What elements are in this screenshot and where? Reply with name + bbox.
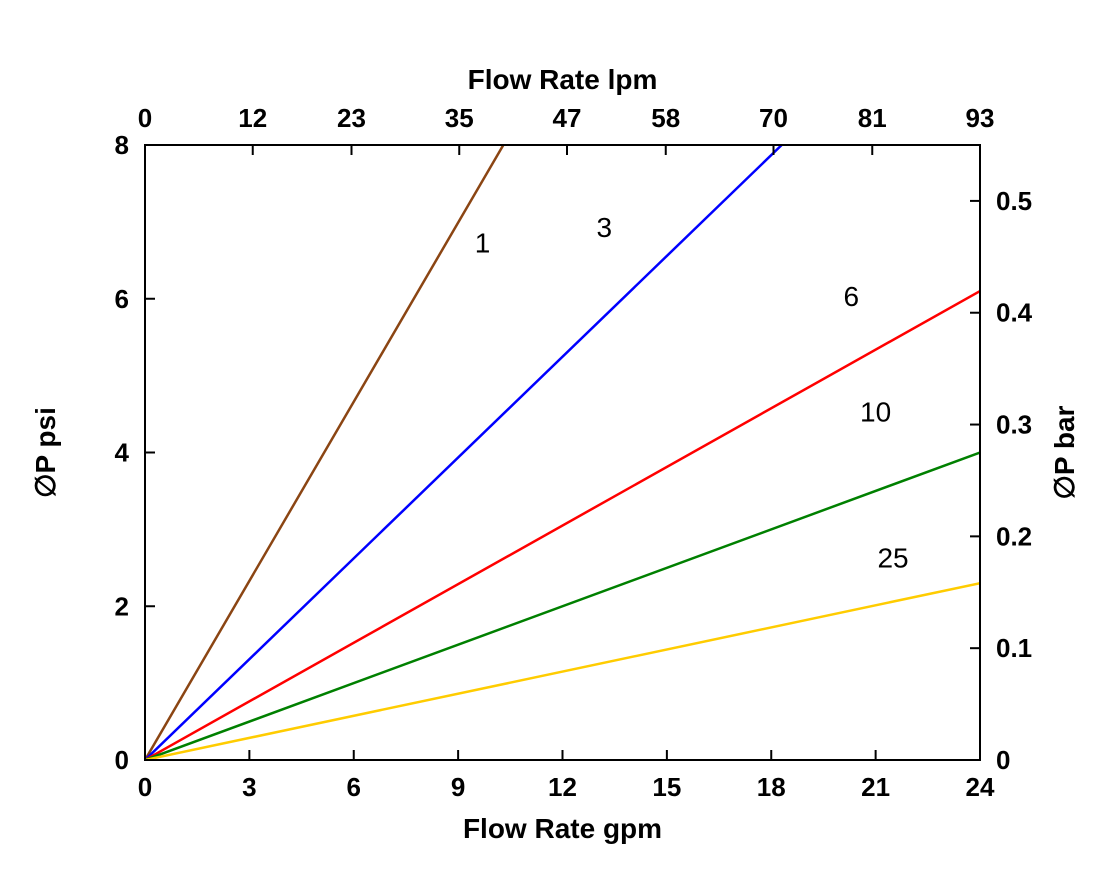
tick-label-bottom: 18: [757, 772, 786, 802]
tick-label-top: 12: [238, 103, 267, 133]
axis-title-left: ∅P psi: [30, 407, 61, 498]
tick-label-bottom: 9: [451, 772, 465, 802]
tick-label-right: 0.5: [996, 186, 1032, 216]
tick-label-top: 47: [553, 103, 582, 133]
tick-label-top: 35: [445, 103, 474, 133]
tick-label-bottom: 24: [966, 772, 995, 802]
tick-label-top: 58: [651, 103, 680, 133]
axis-title-right: ∅P bar: [1049, 405, 1080, 499]
tick-label-bottom: 0: [138, 772, 152, 802]
series-label-1: 1: [475, 227, 491, 258]
tick-label-bottom: 6: [347, 772, 361, 802]
axis-title-bottom: Flow Rate gpm: [463, 813, 662, 844]
tick-label-left: 0: [115, 745, 129, 775]
tick-label-right: 0.2: [996, 521, 1032, 551]
tick-label-right: 0.3: [996, 410, 1032, 440]
tick-label-bottom: 15: [652, 772, 681, 802]
tick-label-left: 4: [115, 438, 130, 468]
tick-label-top: 23: [337, 103, 366, 133]
tick-label-right: 0: [996, 745, 1010, 775]
series-label-6: 6: [843, 281, 859, 312]
tick-label-top: 70: [759, 103, 788, 133]
series-label-25: 25: [877, 543, 908, 574]
tick-label-right: 0.1: [996, 633, 1032, 663]
tick-label-bottom: 3: [242, 772, 256, 802]
pressure-drop-chart: 136102503691215182124Flow Rate gpm012233…: [0, 0, 1120, 886]
series-label-10: 10: [860, 396, 891, 427]
tick-label-left: 6: [115, 284, 129, 314]
chart-container: 136102503691215182124Flow Rate gpm012233…: [0, 0, 1120, 886]
tick-label-top: 81: [858, 103, 887, 133]
tick-label-right: 0.4: [996, 298, 1033, 328]
tick-label-bottom: 12: [548, 772, 577, 802]
tick-label-left: 2: [115, 591, 129, 621]
series-label-3: 3: [596, 212, 612, 243]
tick-label-top: 93: [966, 103, 995, 133]
tick-label-left: 8: [115, 130, 129, 160]
tick-label-bottom: 21: [861, 772, 890, 802]
axis-title-top: Flow Rate lpm: [468, 64, 658, 95]
tick-label-top: 0: [138, 103, 152, 133]
